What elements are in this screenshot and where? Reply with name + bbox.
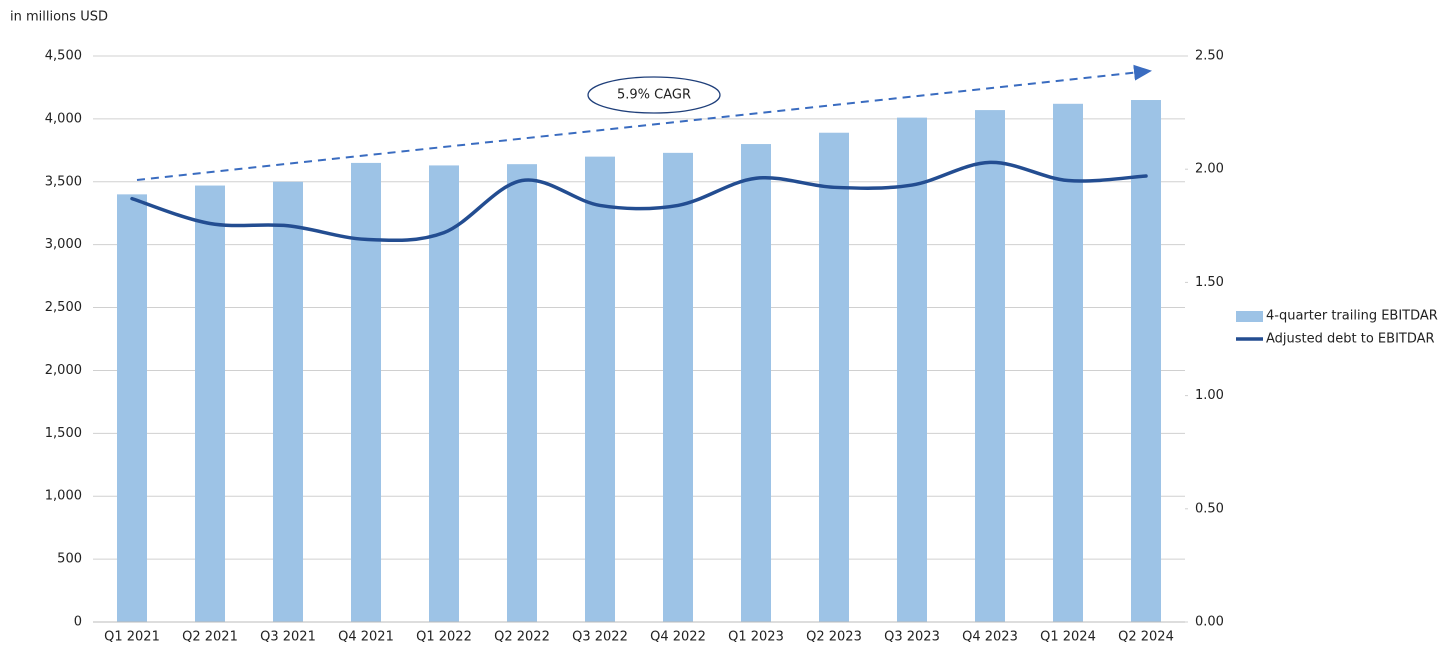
x-tick-label: Q2 2022 bbox=[494, 630, 550, 645]
bar bbox=[585, 156, 615, 622]
y-tick-label: 3,500 bbox=[45, 174, 82, 189]
bar bbox=[663, 152, 693, 623]
legend-label: 4-quarter trailing EBITDAR bbox=[1266, 309, 1438, 324]
y-tick-label: 500 bbox=[57, 552, 82, 567]
bar bbox=[351, 162, 381, 622]
legend-swatch bbox=[1236, 311, 1263, 322]
y2-tick-label: 1.50 bbox=[1195, 275, 1224, 290]
bar bbox=[117, 194, 147, 622]
bar bbox=[273, 181, 303, 622]
y2-tick-label: 0.00 bbox=[1195, 615, 1224, 630]
bar bbox=[897, 117, 927, 623]
bar bbox=[1053, 103, 1083, 623]
x-tick-label: Q3 2021 bbox=[260, 630, 316, 645]
annotation-ellipse bbox=[587, 76, 721, 114]
line bbox=[130, 160, 1148, 243]
x-tick-label: Q1 2023 bbox=[728, 630, 784, 645]
x-tick-label: Q2 2021 bbox=[182, 630, 238, 645]
x-tick-label: Q1 2022 bbox=[416, 630, 472, 645]
trend-arrow bbox=[136, 64, 1152, 181]
x-tick-label: Q2 2023 bbox=[806, 630, 862, 645]
x-tick-label: Q2 2024 bbox=[1118, 630, 1174, 645]
y2-tick-label: 2.50 bbox=[1195, 49, 1224, 64]
subtitle: in millions USD bbox=[10, 10, 108, 25]
bar bbox=[507, 164, 537, 622]
y-tick-label: 3,000 bbox=[45, 237, 82, 252]
y-tick-label: 0 bbox=[74, 615, 82, 630]
y-tick-label: 4,000 bbox=[45, 111, 82, 126]
y2-tick-label: 0.50 bbox=[1195, 501, 1224, 516]
bar bbox=[429, 165, 459, 622]
plot: 0 500 1,000 1,500 2,000 2,500 3,000 3,500 4,000 4… bbox=[45, 49, 1438, 645]
x-tick-label: Q3 2023 bbox=[884, 630, 940, 645]
annotation: 5.9% CAGR bbox=[617, 88, 691, 103]
x-tick-label: Q1 2024 bbox=[1040, 630, 1096, 645]
y2-tick-label: 2.00 bbox=[1195, 162, 1224, 177]
bar bbox=[195, 185, 225, 622]
y-tick-label: 1,000 bbox=[45, 489, 82, 504]
y-tick-label: 2,000 bbox=[45, 363, 82, 378]
bar bbox=[975, 110, 1005, 622]
x-tick-label: Q4 2022 bbox=[650, 630, 706, 645]
x-tick-label: Q4 2021 bbox=[338, 630, 394, 645]
y-tick-label: 1,500 bbox=[45, 426, 82, 441]
bar bbox=[741, 144, 771, 623]
legend-label: Adjusted debt to EBITDAR bbox=[1266, 332, 1435, 347]
x-tick-label: Q4 2023 bbox=[962, 630, 1018, 645]
bar bbox=[819, 132, 849, 623]
y2-tick-label: 1.00 bbox=[1195, 388, 1224, 403]
x-tick-label: Q1 2021 bbox=[104, 630, 160, 645]
bar bbox=[1131, 100, 1161, 623]
y-tick-label: 2,500 bbox=[45, 300, 82, 315]
x-tick-label: Q3 2022 bbox=[572, 630, 628, 645]
y-tick-label: 4,500 bbox=[45, 49, 82, 64]
